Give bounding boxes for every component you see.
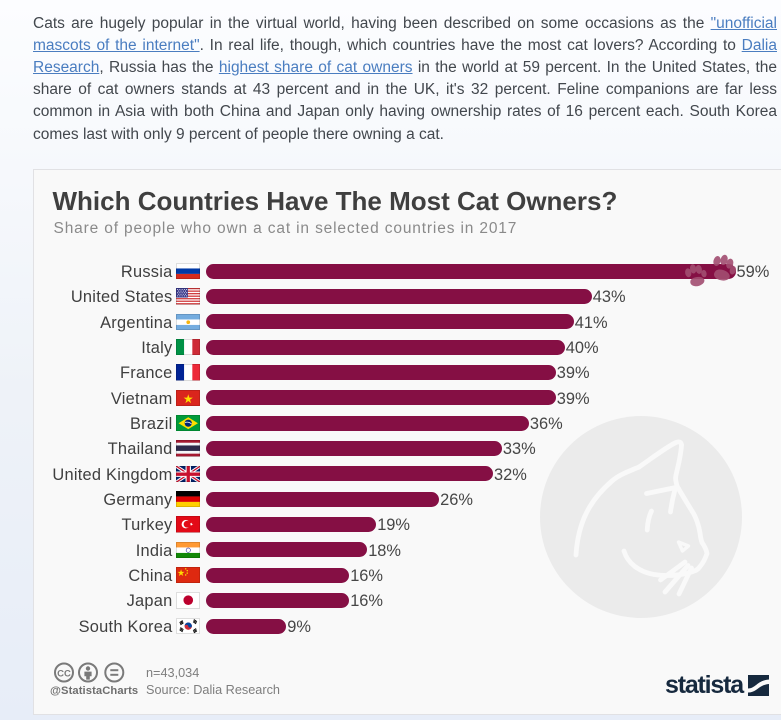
svg-text:CC: CC (57, 669, 71, 680)
